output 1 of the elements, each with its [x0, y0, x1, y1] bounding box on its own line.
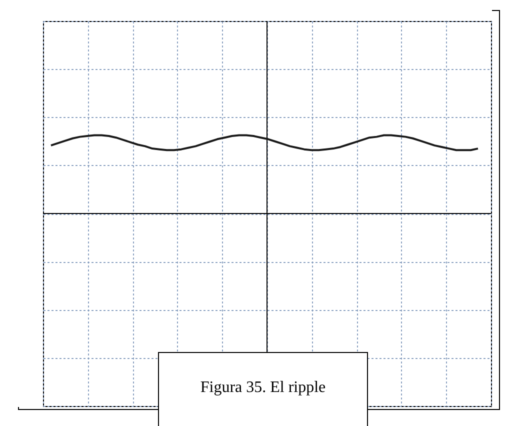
text: Figura 35. El ripple: [158, 352, 368, 426]
